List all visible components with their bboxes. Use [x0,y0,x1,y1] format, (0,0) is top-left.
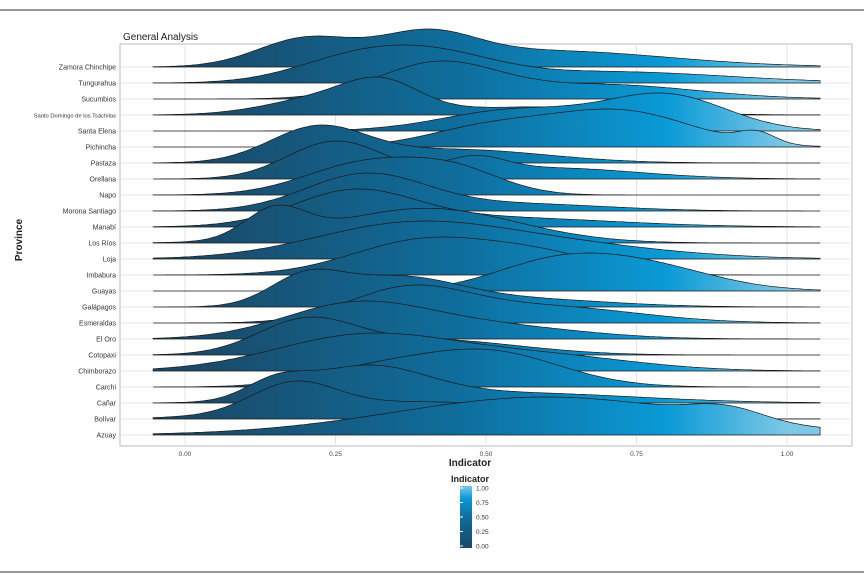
y-tick-label: Manabí [93,225,116,232]
y-tick-label: Cotopaxi [88,353,116,360]
y-tick-label: Santo Domingo de los Tsáchilas [34,114,116,120]
ridge-gal-pagos [153,268,821,308]
legend-tick-label: 0.75 [476,500,489,507]
x-tick-label: 0.50 [480,451,493,458]
ridge-sucumbios [153,60,821,100]
x-tick-label: 0.25 [329,451,342,458]
y-tick-label: Esmeraldas [79,321,116,328]
y-tick-label: Zamora Chinchipe [59,65,116,72]
y-tick-label: Chimborazo [78,369,116,376]
chart-title: General Analysis [123,32,198,43]
y-tick-label: Napo [99,193,116,200]
ridge-zamora-chinchipe [152,28,821,68]
y-tick-label: Pichincha [86,145,116,152]
x-tick-label: 0.00 [179,451,192,458]
y-axis-label: Province [14,218,25,261]
y-tick-label: Sucumbios [81,97,116,104]
y-tick-label: Los Ríos [88,241,116,248]
y-tick-label: Morona Santiago [63,209,116,216]
y-tick-label: Loja [103,257,116,264]
y-tick-label: Imbabura [86,273,116,280]
y-tick-label: Bolívar [94,417,116,424]
legend: Indicator 1.00 0.75 0.50 0.25 0.00 [451,474,490,551]
legend-colorbar [460,486,472,548]
ridge-orellana [153,140,821,180]
ridge-azuay [152,396,821,436]
x-axis-label: Indicator [449,458,491,469]
y-tick-label: Azuay [97,433,117,440]
x-tick-label: 1.00 [781,451,794,458]
y-tick-label: Guayas [92,289,117,296]
x-tick-label: 0.75 [630,451,643,458]
y-tick-label: Tungurahua [79,81,117,88]
legend-tick-label: 0.00 [476,544,489,551]
y-tick-label: Pastaza [91,161,116,168]
y-tick-label: Carchi [96,385,117,392]
y-tick-label: Santa Elena [78,129,116,136]
y-tick-label: Galápagos [82,305,116,312]
y-tick-label: El Oro [96,337,116,344]
ridge-imbabura [153,236,821,276]
ridge-tungurahua [152,44,821,84]
legend-tick-label: 0.25 [476,529,489,536]
y-tick-label: Orellana [90,177,117,184]
legend-tick-label: 0.50 [476,515,489,522]
legend-tick-label: 1.00 [476,486,489,493]
legend-title: Indicator [451,474,490,484]
ridge-los-r-os [152,204,821,244]
y-tick-label: Cañar [97,401,117,408]
